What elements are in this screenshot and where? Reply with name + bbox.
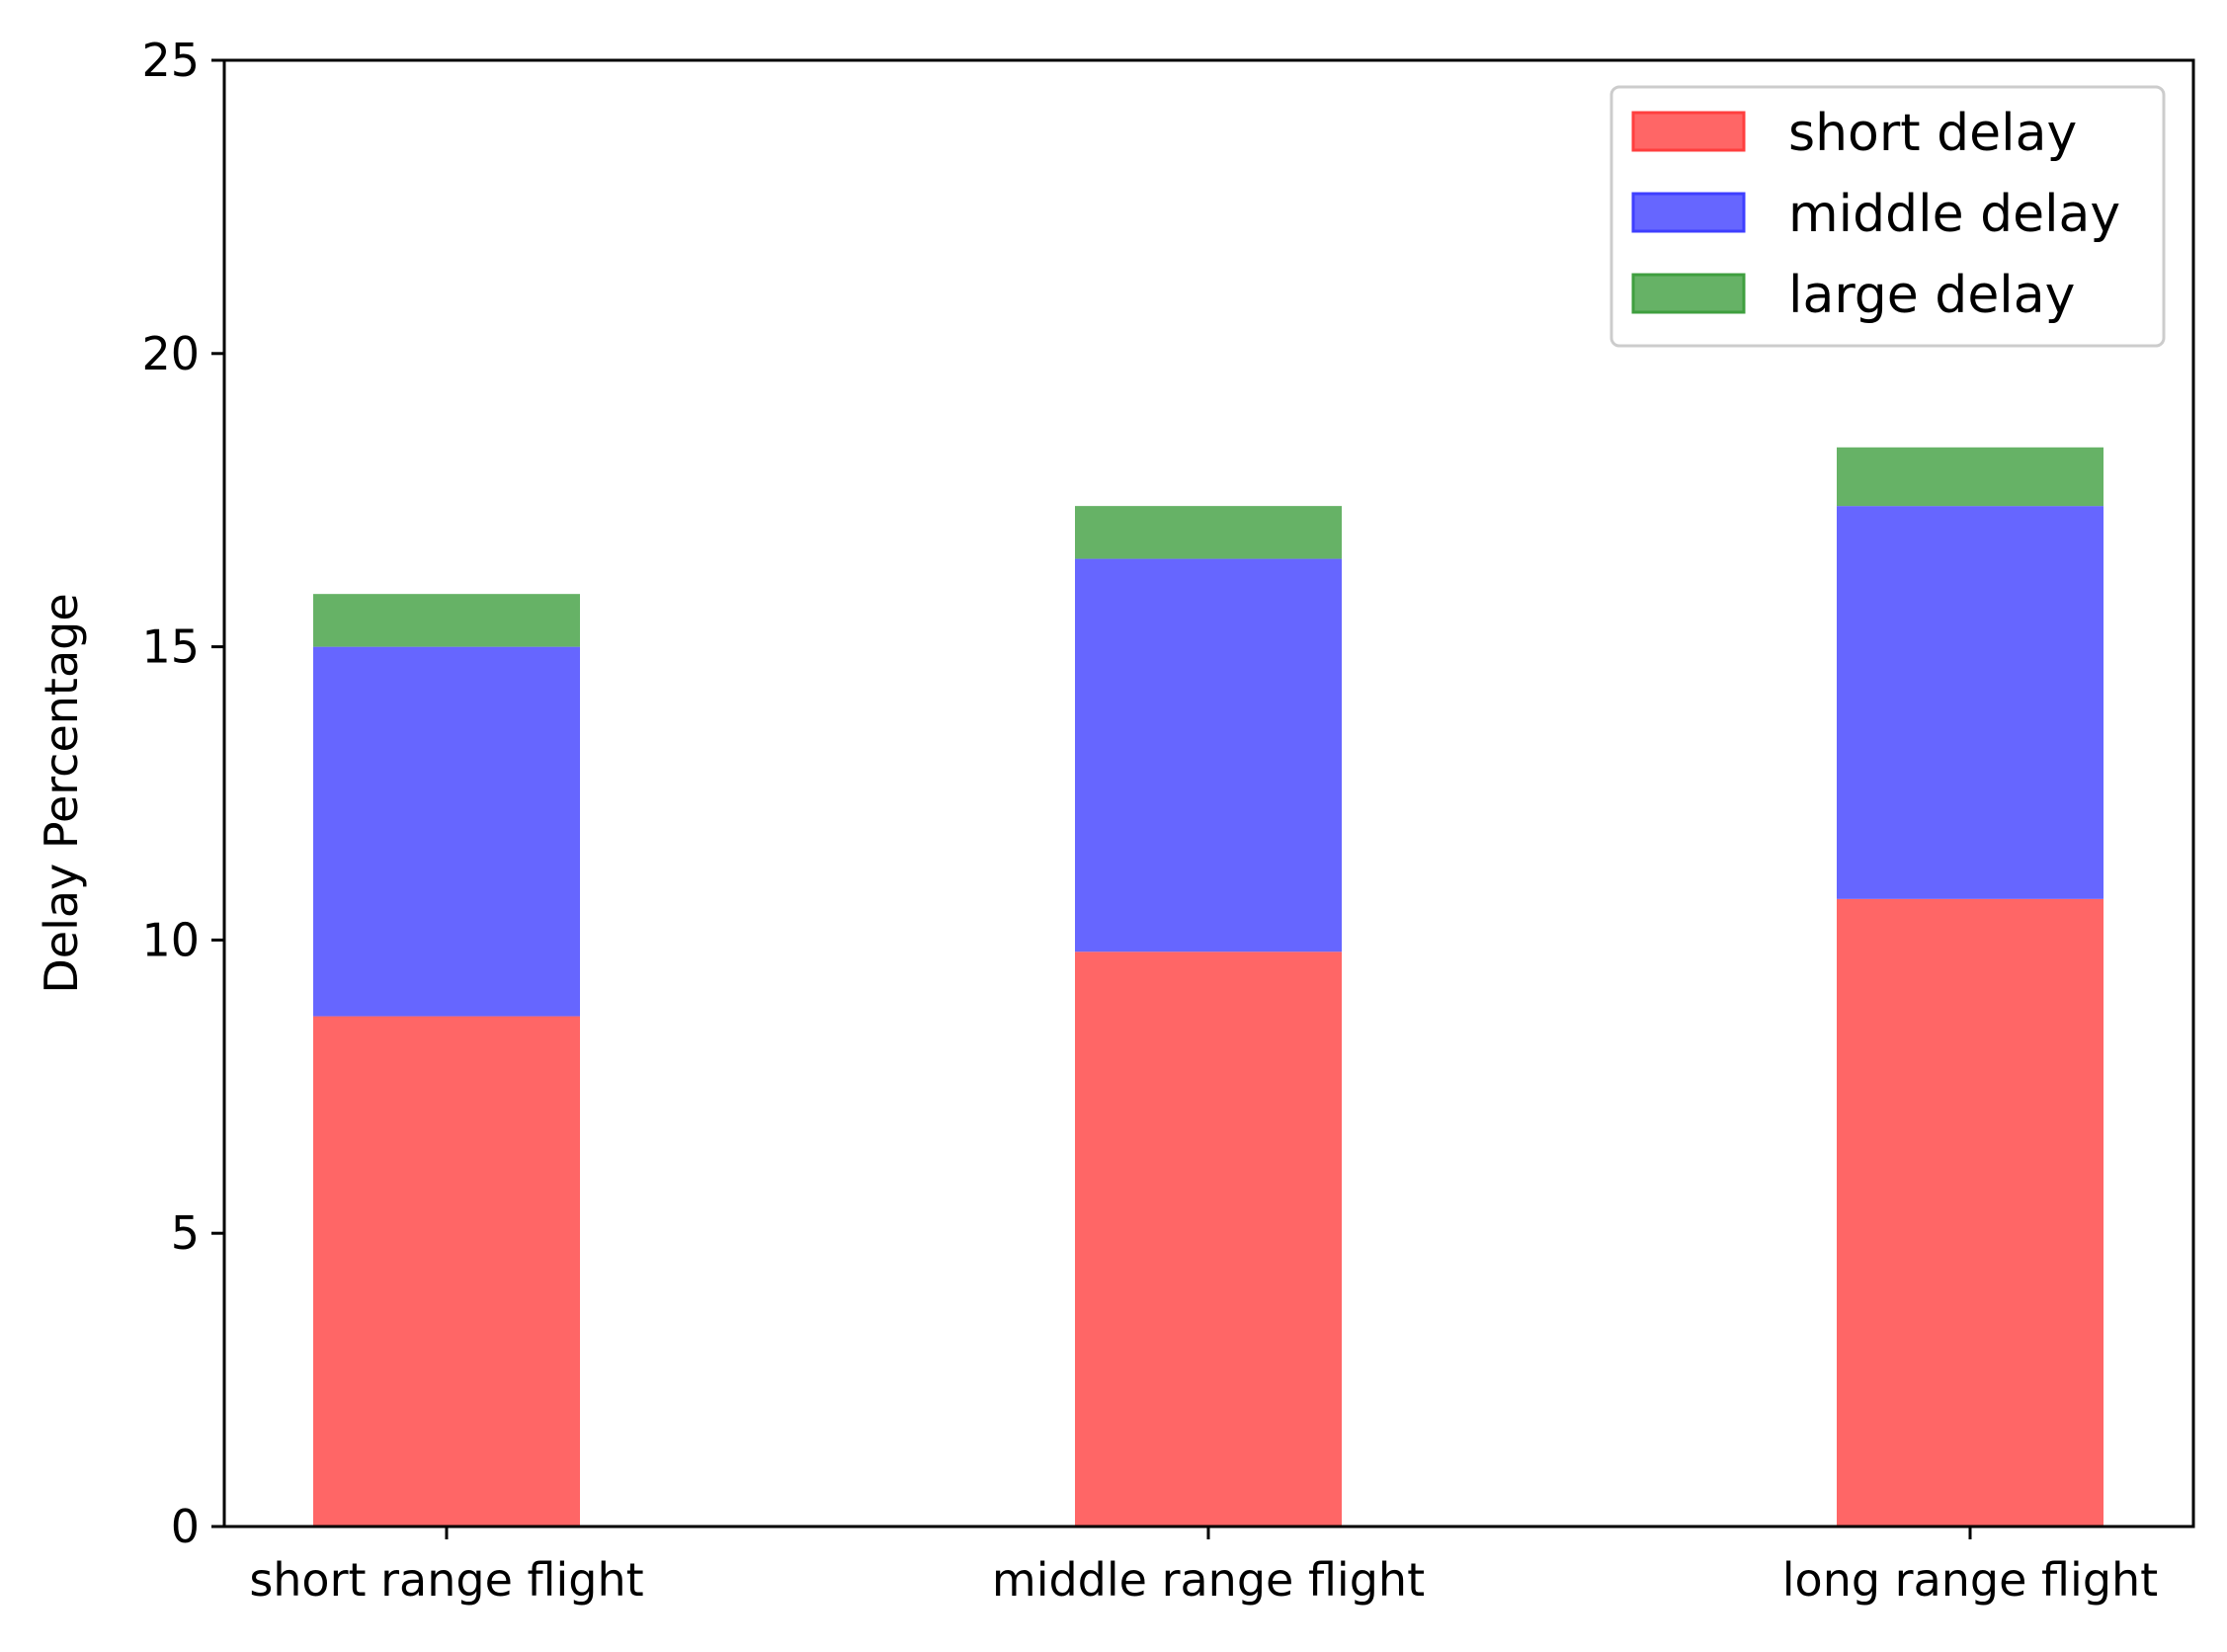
bar-large-delay-2: [1075, 506, 1342, 559]
legend-label: short delay: [1788, 104, 2077, 163]
bar-short-delay-2: [1075, 951, 1342, 1527]
legend-swatch: [1631, 111, 1746, 152]
legend-label: large delay: [1788, 266, 2075, 325]
y-tick-label: 0: [171, 1500, 200, 1553]
y-axis-label: Delay Percentage: [35, 593, 88, 993]
y-tick-label: 5: [171, 1206, 200, 1260]
bar-short-delay-1: [313, 1016, 580, 1527]
x-axis: short range flight middle range flight lon…: [249, 1527, 2158, 1607]
y-tick-label: 20: [141, 327, 200, 380]
y-tick-label: 10: [141, 913, 200, 966]
y-tick-label: 25: [141, 34, 200, 87]
legend: short delay middle delay large delay: [1609, 85, 2166, 348]
x-tick-label: middle range flight: [992, 1553, 1425, 1607]
plot-frame: [222, 58, 2195, 1528]
legend-frame: [1609, 85, 2166, 348]
y-axis: 0 5 10 15 20 25: [141, 34, 224, 1553]
x-tick-label: short range flight: [249, 1553, 643, 1607]
bar-middle-delay-3: [1837, 506, 2103, 899]
bar-large-delay-1: [313, 594, 580, 647]
bar-middle-delay-1: [313, 646, 580, 1017]
legend-label: middle delay: [1788, 185, 2120, 244]
bars-layer: [313, 447, 2103, 1527]
bar-large-delay-3: [1837, 447, 2103, 507]
bar-short-delay-3: [1837, 898, 2103, 1527]
x-tick-label: long range flight: [1782, 1553, 2158, 1607]
bar-middle-delay-2: [1075, 558, 1342, 952]
legend-swatch: [1631, 192, 1746, 233]
legend-swatch: [1631, 273, 1746, 314]
y-tick-label: 15: [141, 620, 200, 674]
